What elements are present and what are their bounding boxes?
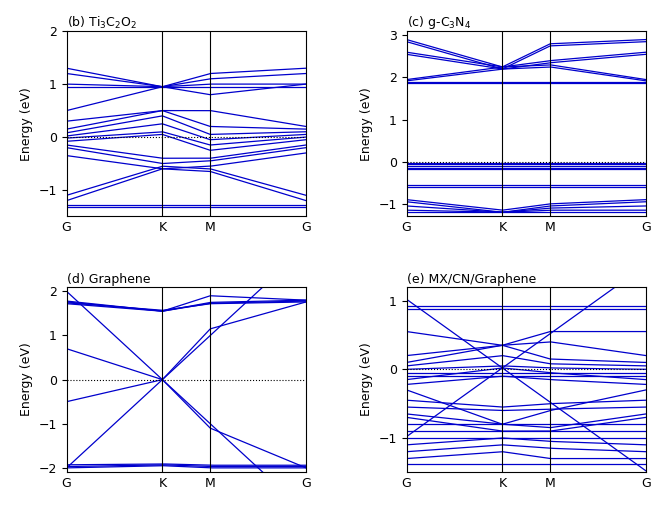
Text: (b) Ti$_3$C$_2$O$_2$: (b) Ti$_3$C$_2$O$_2$ xyxy=(67,15,137,31)
Y-axis label: Energy (eV): Energy (eV) xyxy=(360,343,373,416)
Text: (d) Graphene: (d) Graphene xyxy=(67,273,150,286)
Y-axis label: Energy (eV): Energy (eV) xyxy=(20,343,33,416)
Y-axis label: Energy (eV): Energy (eV) xyxy=(20,87,33,161)
Text: (c) g-C$_3$N$_4$: (c) g-C$_3$N$_4$ xyxy=(406,14,471,31)
Text: (e) MX/CN/Graphene: (e) MX/CN/Graphene xyxy=(406,273,536,286)
Y-axis label: Energy (eV): Energy (eV) xyxy=(360,87,373,161)
